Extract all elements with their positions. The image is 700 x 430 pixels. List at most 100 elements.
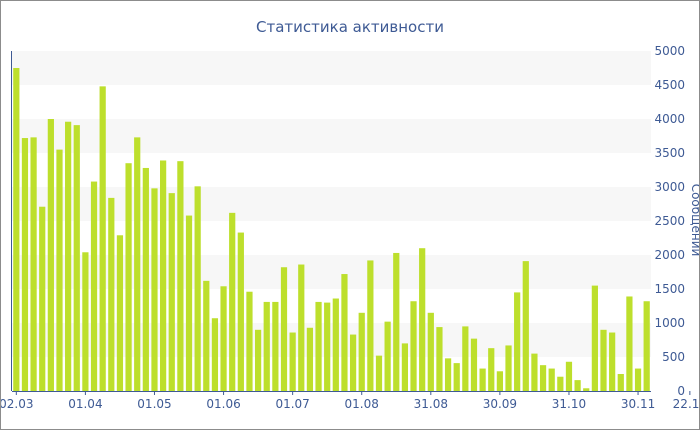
grid-bands — [12, 51, 651, 357]
bar — [444, 358, 452, 391]
y-tick-label: 4000 — [654, 112, 685, 126]
bar — [272, 301, 279, 391]
bar — [306, 327, 314, 391]
bar — [47, 119, 54, 391]
bar — [30, 137, 37, 391]
bar — [65, 121, 72, 391]
x-tick-label: 02.03 — [1, 397, 33, 411]
bar — [289, 332, 296, 391]
bar — [462, 326, 469, 391]
x-tick-label: 01.05 — [137, 397, 171, 411]
bar — [643, 301, 650, 391]
bar — [514, 292, 521, 391]
chart-title: Статистика активности — [256, 18, 444, 36]
bar — [557, 376, 564, 391]
y-tick-label: 3500 — [654, 146, 685, 160]
bar — [263, 301, 270, 391]
y-axis-label: Сообщений — [689, 184, 699, 257]
x-tick-label: 31.10 — [552, 397, 586, 411]
bar — [548, 368, 555, 391]
bar — [185, 215, 193, 391]
x-tick-labels: 02.03 01.04 01.05 01.06 01.07 01.08 31.08 30.09… — [1, 391, 699, 411]
bar — [531, 353, 538, 391]
bar — [324, 302, 331, 391]
bar — [82, 252, 89, 391]
bar — [220, 286, 227, 391]
y-tick-label: 2000 — [654, 248, 685, 262]
grid-band — [12, 119, 651, 153]
y-tick-label: 5000 — [654, 44, 685, 58]
bar — [626, 296, 633, 391]
bar — [237, 232, 244, 391]
bar — [419, 248, 426, 391]
y-tick-label: 3000 — [654, 180, 685, 194]
y-tick-labels: 0 500 1000 1500 2000 2500 3000 3500 4000 4500 5000 — [654, 44, 685, 398]
bar — [617, 374, 624, 391]
bar — [229, 212, 236, 391]
bar — [134, 137, 141, 391]
bar — [142, 167, 149, 391]
bar — [21, 138, 29, 391]
bar — [56, 149, 63, 391]
bar — [488, 348, 495, 391]
y-tick-label: 4500 — [654, 78, 685, 92]
bar — [574, 380, 581, 391]
bar — [358, 312, 365, 391]
bar — [246, 291, 253, 391]
x-tick-label: 01.07 — [275, 397, 309, 411]
bar — [332, 298, 339, 391]
x-tick-label: 22.12 — [673, 397, 699, 411]
bar — [539, 365, 547, 391]
bar — [349, 334, 357, 391]
bar — [177, 161, 184, 391]
bar — [470, 338, 478, 391]
bar — [375, 355, 383, 391]
bar-series — [13, 68, 650, 392]
bar — [479, 368, 486, 391]
x-tick-label: 30.09 — [483, 397, 517, 411]
bar — [168, 193, 175, 391]
x-tick-label: 31.08 — [414, 397, 448, 411]
grid-band — [12, 255, 651, 289]
bar — [453, 363, 460, 391]
bar — [634, 368, 642, 391]
x-tick-label: 01.08 — [345, 397, 379, 411]
bar — [73, 125, 80, 392]
bar — [13, 68, 20, 391]
grid-band — [12, 323, 651, 357]
bar — [522, 261, 529, 391]
bar — [496, 371, 503, 391]
y-tick-label: 1000 — [654, 316, 685, 330]
bar — [583, 388, 590, 391]
bar — [427, 312, 434, 391]
bar — [436, 327, 443, 391]
y-tick-label: 500 — [662, 350, 685, 364]
bar — [367, 260, 374, 391]
bar — [401, 343, 409, 391]
bar — [505, 345, 512, 391]
bar — [194, 186, 201, 391]
bar — [116, 235, 124, 391]
bar — [99, 86, 106, 392]
bar — [125, 163, 132, 391]
bar — [341, 274, 348, 391]
bar — [39, 206, 46, 391]
bar — [393, 252, 400, 391]
bar — [591, 285, 598, 391]
y-tick-label: 1500 — [654, 282, 685, 296]
bar — [151, 188, 158, 391]
bar — [410, 301, 417, 391]
grid-band — [12, 187, 651, 221]
x-tick-label: 30.11 — [621, 397, 655, 411]
x-tick-label: 01.06 — [206, 397, 240, 411]
bar — [211, 318, 219, 391]
bar — [108, 197, 115, 391]
bar — [254, 329, 262, 391]
bar — [90, 181, 98, 391]
bar — [609, 332, 616, 391]
bar — [384, 321, 391, 391]
bar — [203, 280, 210, 391]
bar — [565, 361, 573, 391]
